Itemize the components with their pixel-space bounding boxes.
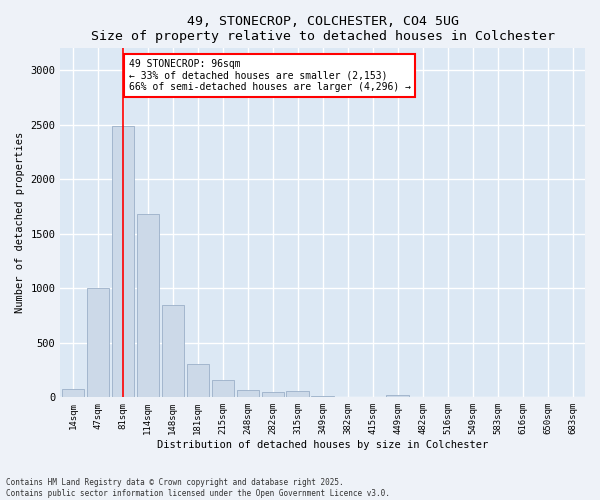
Bar: [62, 388, 84, 398]
Bar: [236, 390, 259, 398]
Bar: [286, 391, 309, 398]
Y-axis label: Number of detached properties: Number of detached properties: [15, 132, 25, 314]
Text: Contains HM Land Registry data © Crown copyright and database right 2025.
Contai: Contains HM Land Registry data © Crown c…: [6, 478, 390, 498]
Bar: [86, 288, 109, 398]
Bar: [311, 396, 334, 398]
Bar: [212, 380, 234, 398]
Bar: [112, 126, 134, 398]
Bar: [386, 395, 409, 398]
Bar: [161, 304, 184, 398]
X-axis label: Distribution of detached houses by size in Colchester: Distribution of detached houses by size …: [157, 440, 488, 450]
Text: 49 STONECROP: 96sqm
← 33% of detached houses are smaller (2,153)
66% of semi-det: 49 STONECROP: 96sqm ← 33% of detached ho…: [128, 59, 410, 92]
Title: 49, STONECROP, COLCHESTER, CO4 5UG
Size of property relative to detached houses : 49, STONECROP, COLCHESTER, CO4 5UG Size …: [91, 15, 555, 43]
Bar: [262, 392, 284, 398]
Bar: [137, 214, 159, 398]
Bar: [187, 364, 209, 398]
